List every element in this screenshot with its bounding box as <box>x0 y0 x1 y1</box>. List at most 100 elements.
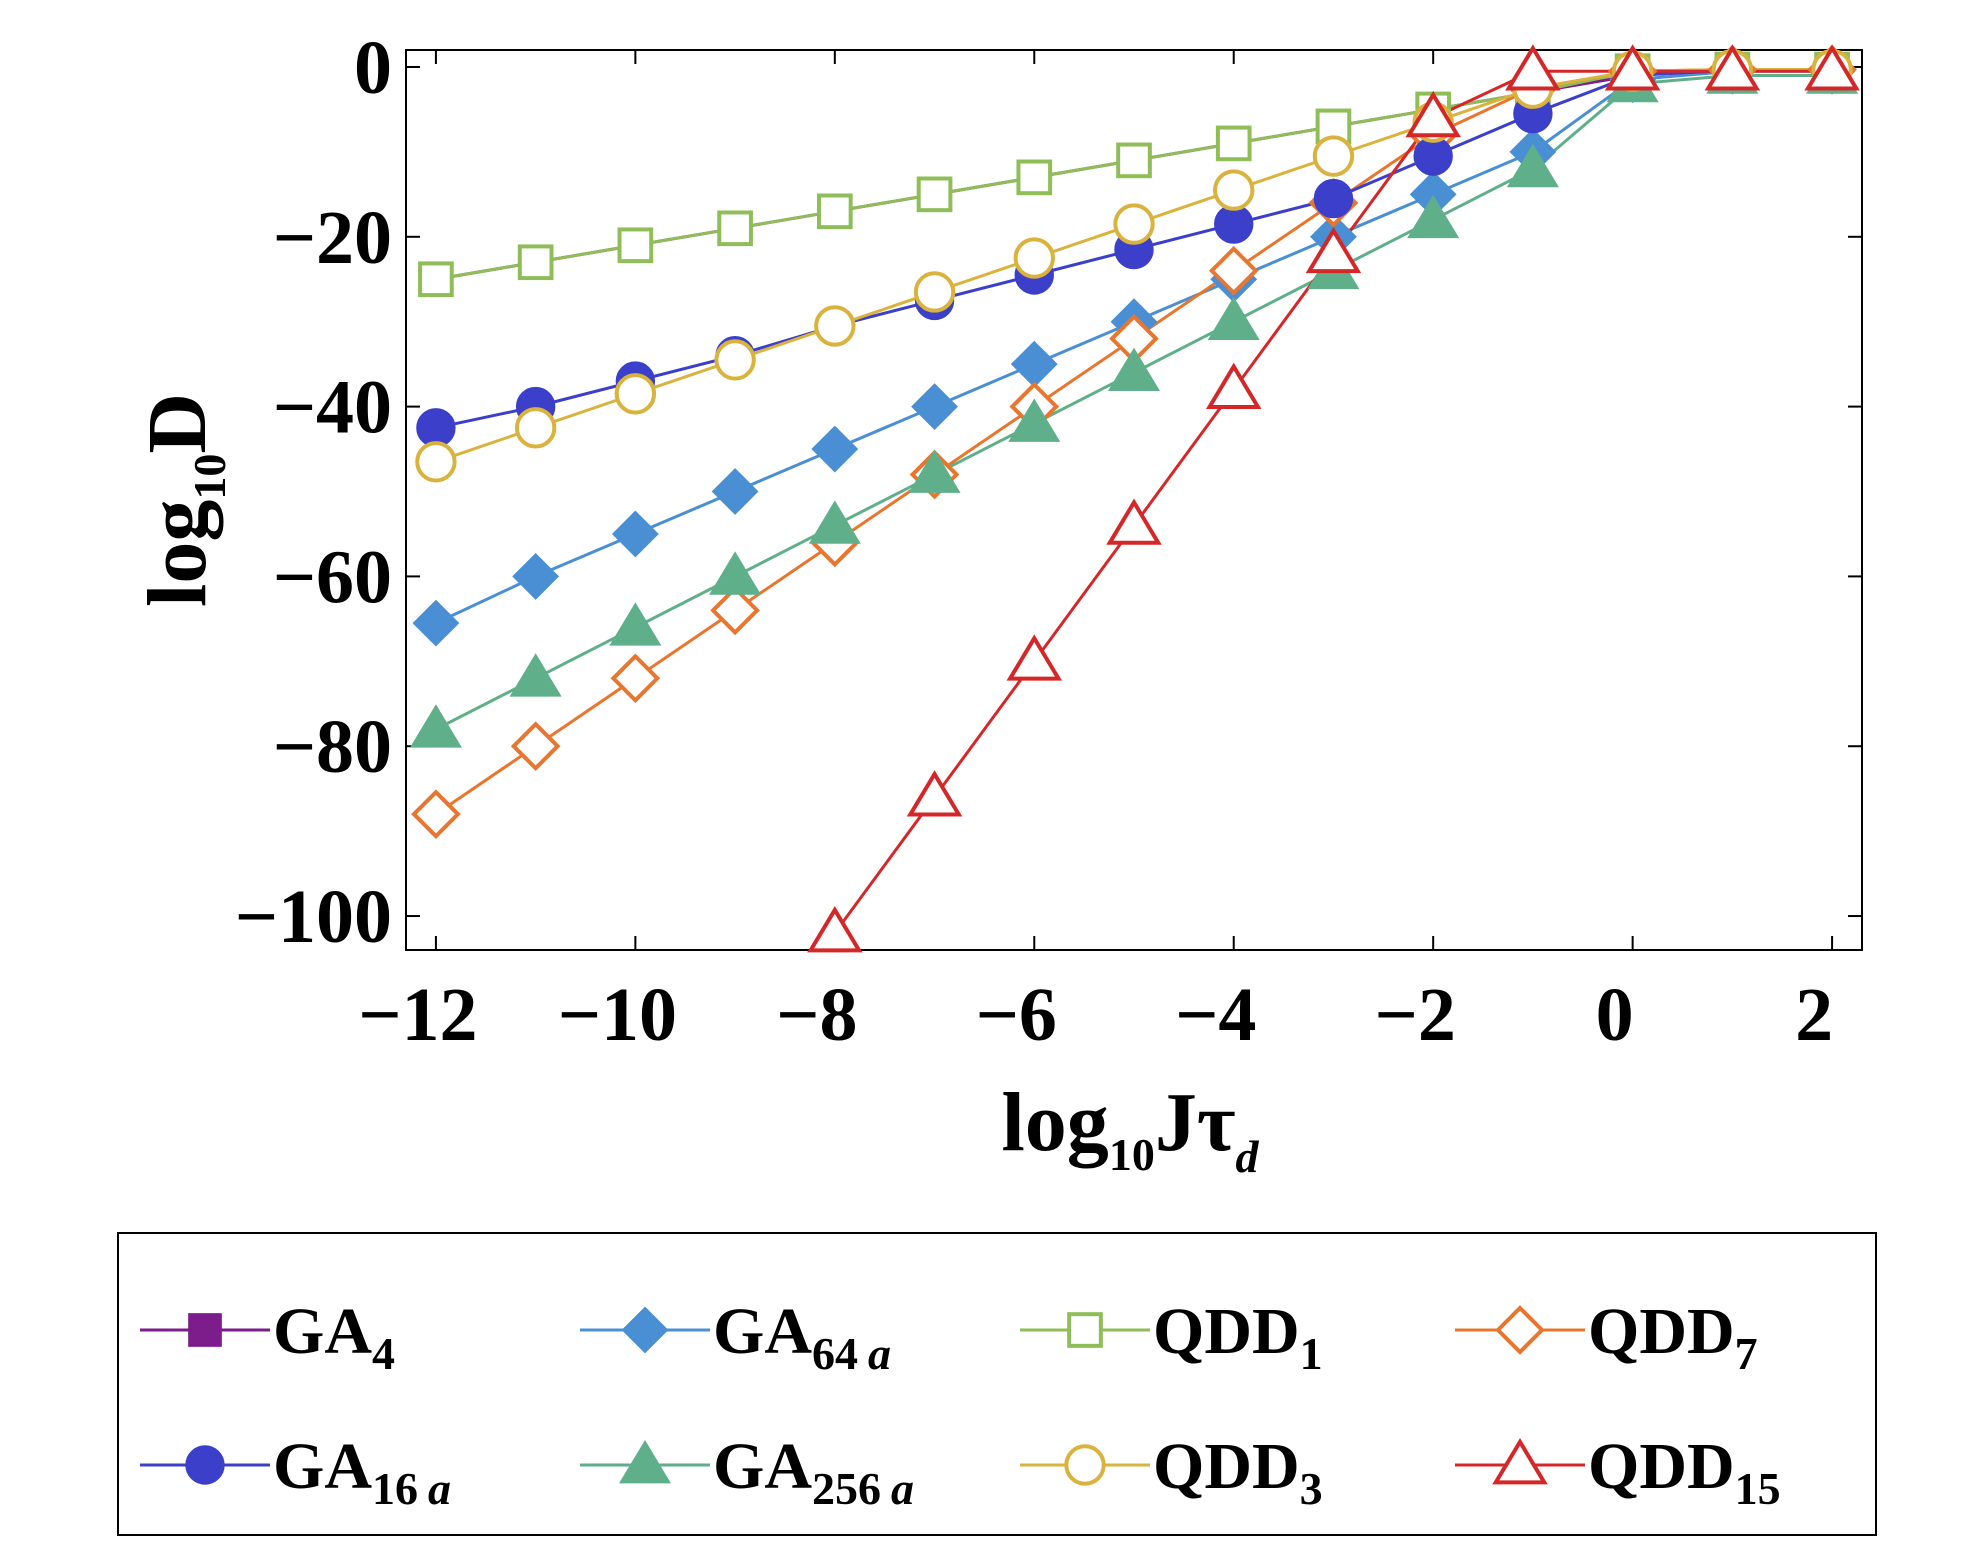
point-ga16a <box>416 408 456 448</box>
legend-item-qdd3: QDD3 <box>1020 1430 1323 1514</box>
legend-label: GA4 <box>273 1295 395 1379</box>
point-qdd15 <box>1804 44 1860 91</box>
point-ga64a <box>611 510 659 558</box>
x-tick-label: −8 <box>776 973 857 1057</box>
legend-marker-qdd1 <box>1067 1312 1103 1348</box>
y-axis-label: log10D <box>131 393 235 607</box>
point-qdd3 <box>415 441 457 483</box>
legend-item-ga64a: GA64 a <box>580 1295 891 1379</box>
point-ga256a <box>709 551 762 595</box>
point-qdd1 <box>816 193 853 230</box>
series-line-qdd7 <box>435 68 1833 816</box>
point-qdd1 <box>418 261 454 298</box>
legend-marker-ga4 <box>188 1313 222 1347</box>
point-ga64a <box>711 468 759 515</box>
point-qdd1 <box>717 210 753 247</box>
legend-label: QDD3 <box>1153 1430 1323 1514</box>
x-axis-label: log10Jτd <box>1001 1076 1259 1182</box>
x-axis-title: log10Jτd <box>1001 1076 1259 1182</box>
x-axis: −12 −10 −8 −6 −4 −2 0 2 <box>358 50 1834 1057</box>
series-markers <box>409 44 1860 953</box>
x-tick-label: −2 <box>1375 973 1456 1057</box>
point-qdd1 <box>1016 159 1053 196</box>
point-qdd15 <box>1604 44 1661 91</box>
legend-label: QDD7 <box>1588 1295 1758 1379</box>
point-ga16a <box>1313 178 1354 219</box>
y-tick-label: −80 <box>273 705 392 789</box>
y-tick-label: −40 <box>273 366 392 450</box>
point-qdd15 <box>1106 498 1162 545</box>
point-qdd15 <box>1704 44 1761 91</box>
point-qdd3 <box>913 271 956 313</box>
plot-area-border <box>405 49 1863 951</box>
y-axis-title: log10D <box>131 393 235 607</box>
point-qdd7 <box>610 653 661 704</box>
point-ga16a <box>1214 204 1254 244</box>
point-qdd3 <box>714 339 756 381</box>
point-ga16a <box>1413 136 1453 176</box>
point-qdd1 <box>617 227 654 264</box>
y-axis: 0 −20 −40 −60 −80 −100 <box>235 26 1862 959</box>
point-qdd15 <box>1405 90 1461 138</box>
point-qdd15 <box>1006 634 1063 681</box>
point-ga256a <box>1107 347 1161 391</box>
point-ga256a <box>1407 194 1460 239</box>
x-tick-label: 0 <box>1596 973 1634 1057</box>
legend-label: QDD15 <box>1588 1430 1781 1514</box>
point-qdd3 <box>814 305 856 347</box>
legend-label: QDD1 <box>1153 1295 1323 1379</box>
x-tick-label: −12 <box>358 973 477 1057</box>
legend-item-ga256a: GA256 a <box>580 1430 914 1514</box>
point-qdd7 <box>411 789 461 839</box>
x-tick-label: −10 <box>558 973 677 1057</box>
legend-marker-qdd7 <box>1495 1305 1545 1355</box>
legend-item-ga16a: GA16 a <box>140 1430 451 1514</box>
legend-item-ga4: GA4 <box>140 1295 395 1379</box>
legend-item-qdd7: QDD7 <box>1455 1295 1758 1379</box>
y-tick-label: 0 <box>354 26 392 110</box>
legend-marker-ga16a <box>185 1445 225 1485</box>
point-qdd1 <box>1116 142 1152 179</box>
point-ga256a <box>509 653 562 697</box>
legend-item-qdd1: QDD1 <box>1020 1295 1323 1379</box>
plot-frame <box>405 49 1863 951</box>
point-ga64a <box>1010 340 1058 388</box>
point-qdd7 <box>710 585 760 636</box>
point-qdd7 <box>510 721 561 772</box>
point-qdd3 <box>514 407 557 449</box>
y-tick-label: −60 <box>273 535 392 619</box>
legend-label: GA256 a <box>713 1430 914 1514</box>
point-qdd15 <box>1205 362 1262 409</box>
point-qdd15 <box>1305 226 1362 274</box>
point-qdd1 <box>517 244 554 281</box>
point-ga64a <box>412 599 460 647</box>
legend-marker-ga256a <box>618 1439 672 1484</box>
point-qdd3 <box>1013 237 1055 279</box>
point-ga256a <box>808 500 861 544</box>
point-qdd3 <box>1113 203 1155 245</box>
legend-marker-ga64a <box>621 1306 669 1354</box>
legend: GA4 GA64 a QDD1 QDD7 GA16 a GA256 a QDD3 QDD15 <box>117 1232 1877 1536</box>
x-tick-label: −6 <box>976 973 1057 1057</box>
point-ga256a <box>1008 398 1061 442</box>
legend-marker-qdd3 <box>1064 1444 1106 1486</box>
legend-label: GA64 a <box>713 1295 891 1379</box>
point-ga64a <box>811 425 859 473</box>
legend-label: GA16 a <box>273 1430 451 1514</box>
point-ga256a <box>409 704 462 748</box>
point-qdd15 <box>807 906 863 953</box>
point-qdd1 <box>916 176 953 213</box>
point-ga64a <box>911 383 958 431</box>
point-qdd3 <box>614 373 657 415</box>
point-qdd3 <box>1213 169 1255 211</box>
y-tick-label: −100 <box>235 875 392 959</box>
legend-marker-qdd15 <box>1492 1438 1548 1485</box>
y-tick-label: −20 <box>273 196 392 280</box>
point-qdd15 <box>1505 44 1561 91</box>
point-ga256a <box>1207 296 1260 341</box>
legend-item-qdd15: QDD15 <box>1455 1430 1781 1514</box>
point-ga256a <box>908 449 961 493</box>
x-tick-label: −4 <box>1175 973 1256 1057</box>
point-qdd15 <box>906 770 963 817</box>
